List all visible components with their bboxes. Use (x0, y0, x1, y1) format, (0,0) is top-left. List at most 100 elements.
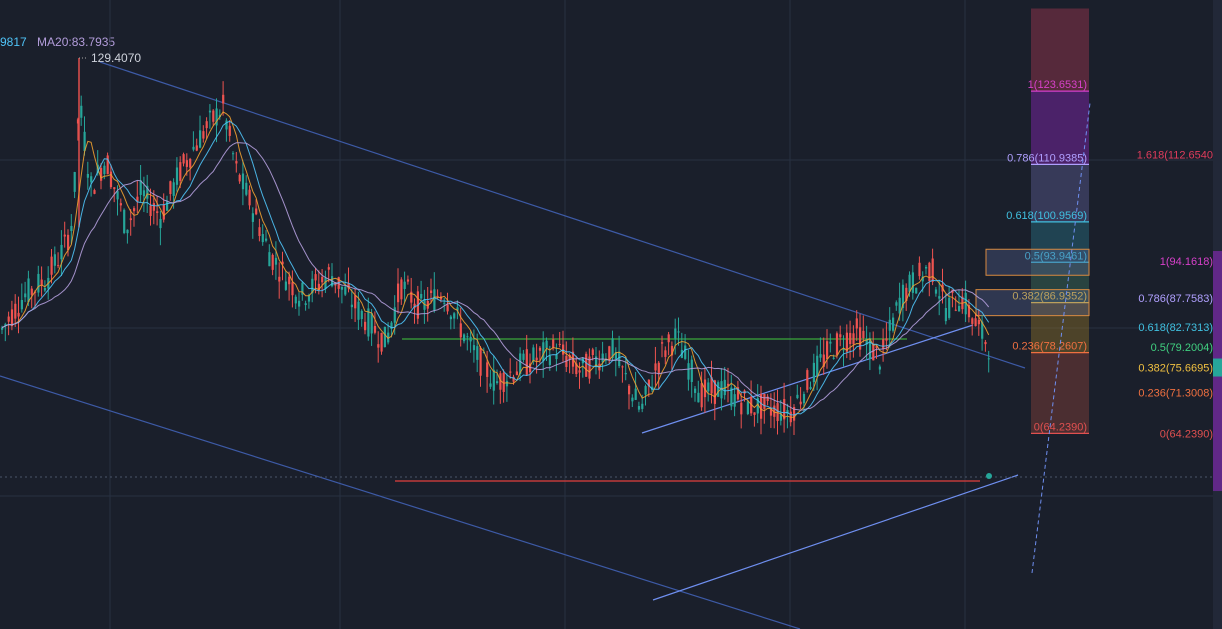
candle-body (255, 208, 258, 215)
candle-body (426, 300, 429, 309)
candle-body (601, 353, 604, 363)
candle-body (387, 332, 390, 343)
ma20-line (1, 142, 990, 411)
candle-body (373, 325, 377, 333)
candle-body (892, 317, 895, 331)
candle-body (347, 283, 350, 289)
candle-body (568, 354, 571, 360)
candle-body (690, 359, 693, 382)
candle-body (24, 293, 27, 298)
candle-body (654, 363, 657, 371)
candle-body (921, 276, 924, 282)
ma5-line (1, 111, 990, 418)
candle-body (489, 383, 492, 387)
candle-body (357, 301, 360, 320)
candle-body (406, 279, 410, 282)
candle-body (354, 295, 357, 309)
candle-body (238, 174, 241, 182)
candle-body (459, 323, 462, 338)
candle-body (624, 372, 627, 375)
candle-body (637, 406, 641, 410)
candle-body (700, 383, 703, 408)
ma10-legend-value: 9817 (0, 35, 27, 49)
candle-body (80, 105, 83, 118)
candle-body (971, 318, 974, 324)
candle-body (413, 303, 416, 308)
candle-body (796, 394, 799, 399)
candle-body (766, 396, 769, 402)
candle-body (367, 308, 370, 337)
candle-body (895, 302, 898, 306)
candle-body (944, 308, 947, 322)
candle-body (159, 218, 162, 229)
candle-body (717, 382, 720, 397)
candle-body (849, 332, 852, 345)
candle-body (17, 312, 20, 317)
candle-body (60, 244, 63, 260)
candle-body (578, 370, 581, 373)
candle-body (136, 196, 139, 202)
candle-body (958, 306, 961, 312)
candle-body (977, 319, 980, 325)
candle-body (479, 347, 482, 376)
candle-body (802, 394, 806, 404)
candle-body (291, 282, 294, 296)
candle-body (298, 300, 301, 307)
candle-body (162, 205, 165, 220)
candle-body (931, 258, 934, 282)
candle-body (70, 225, 73, 232)
candle-body (595, 356, 598, 366)
high-marker-label: 129.4070 (91, 51, 141, 65)
fib-extension-label: 0(64.2390) (1160, 428, 1213, 440)
candle-body (126, 229, 129, 234)
candle-body (882, 339, 885, 349)
fib-band (1031, 91, 1089, 165)
candle-body (872, 343, 875, 361)
candle-body (109, 171, 113, 188)
candle-body (50, 256, 53, 275)
candle-body (360, 310, 363, 320)
candle-body (169, 181, 172, 195)
fib-level-label: 1(123.6531) (1028, 79, 1087, 91)
candle-body (799, 401, 802, 405)
candle-body (819, 354, 822, 358)
candle-body (809, 386, 812, 389)
candle-body (502, 372, 505, 392)
candle-body (241, 173, 245, 190)
last-price-dot (986, 473, 992, 479)
candle-body (449, 316, 452, 320)
candle-body (446, 304, 449, 312)
candle-body (258, 227, 261, 237)
candle-body (314, 274, 317, 281)
candle-body (317, 283, 320, 290)
candle-body (189, 158, 192, 168)
candle-body (67, 234, 70, 251)
candle-body (736, 387, 740, 400)
candle-body (753, 412, 756, 415)
candle-body (496, 381, 499, 384)
candle-body (816, 355, 819, 377)
candle-body (129, 218, 132, 221)
candle-body (964, 292, 967, 315)
candle-body (776, 403, 779, 422)
candle-body (677, 331, 680, 333)
candle-body (697, 392, 700, 403)
candle-body (558, 343, 561, 345)
candle-body (199, 130, 202, 148)
candle-body (505, 380, 509, 387)
candle-body (456, 307, 459, 311)
candle-body (149, 205, 152, 216)
candle-body (667, 334, 670, 343)
candle-body (901, 284, 905, 309)
candle-body (948, 297, 951, 318)
candle-body (855, 318, 858, 329)
candle-body (918, 262, 921, 277)
candle-body (608, 346, 611, 361)
candle-body (40, 279, 43, 286)
candle-body (195, 145, 198, 151)
candle-body (228, 125, 231, 136)
candle-body (10, 309, 14, 327)
candle-body (535, 357, 538, 361)
